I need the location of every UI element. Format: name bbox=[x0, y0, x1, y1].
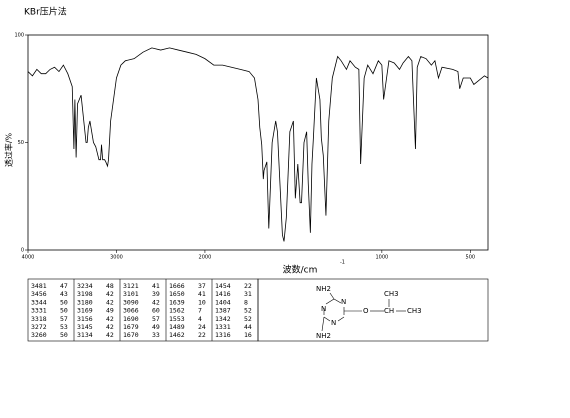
molecule-label: N bbox=[341, 298, 346, 306]
peak-table-cell: 60 bbox=[152, 307, 160, 315]
molecule-label: N bbox=[331, 319, 336, 327]
peak-table-cell: 1666 bbox=[169, 282, 185, 290]
peak-table-cell: 33 bbox=[152, 331, 160, 339]
peak-table-cell: 1454 bbox=[215, 282, 231, 290]
molecule-label: CH bbox=[384, 307, 394, 315]
peak-table-cell: 3090 bbox=[123, 298, 139, 306]
peak-table-cell: 41 bbox=[152, 282, 160, 290]
peak-table-cell: 48 bbox=[106, 282, 114, 290]
peak-table-cell: 49 bbox=[152, 323, 160, 331]
x-tick-label: 2000 bbox=[199, 255, 212, 261]
peak-table-cell: 1416 bbox=[215, 290, 231, 298]
peak-table-cell: 42 bbox=[106, 323, 114, 331]
peak-table-cell: 22 bbox=[198, 331, 206, 339]
peak-table-cell: 3145 bbox=[77, 323, 93, 331]
peak-table-cell: 52 bbox=[244, 315, 252, 323]
peak-table-cell: 57 bbox=[60, 315, 68, 323]
peak-table-cell: 42 bbox=[106, 298, 114, 306]
peak-table-cell: 1404 bbox=[215, 298, 231, 306]
peak-table-cell: 3198 bbox=[77, 290, 93, 298]
peak-table-cell: 53 bbox=[60, 323, 68, 331]
x-tick-label: 4000 bbox=[22, 255, 35, 261]
peak-table-cell: 1462 bbox=[169, 331, 185, 339]
table-lines bbox=[27, 278, 489, 342]
y-axis-label: 透过率/% bbox=[4, 132, 14, 167]
x-axis-label-exponent: -1 bbox=[340, 260, 345, 266]
peak-table-cell: 1670 bbox=[123, 331, 139, 339]
peak-table-cell: 3331 bbox=[31, 307, 47, 315]
peak-table-cell: 52 bbox=[244, 307, 252, 315]
peak-table-cell: 50 bbox=[60, 307, 68, 315]
peak-table-cell: 3456 bbox=[31, 290, 47, 298]
plot-frame bbox=[27, 34, 489, 251]
peak-table-cell: 3169 bbox=[77, 307, 93, 315]
peak-table-cell: 1690 bbox=[123, 315, 139, 323]
peak-table-cell: 42 bbox=[106, 290, 114, 298]
peak-table-cell: 3272 bbox=[31, 323, 47, 331]
x-tick-label: 3000 bbox=[110, 255, 123, 261]
peak-table-cell: 1679 bbox=[123, 323, 139, 331]
peak-table-cell: 1331 bbox=[215, 323, 231, 331]
peak-table-cell: 3481 bbox=[31, 282, 47, 290]
peak-table-cell: 1650 bbox=[169, 290, 185, 298]
peak-table-cell: 24 bbox=[198, 323, 206, 331]
y-tick-label: 50 bbox=[18, 140, 24, 146]
peak-table-cell: 3318 bbox=[31, 315, 47, 323]
molecule-label: CH3 bbox=[384, 290, 399, 298]
molecule-label: NH2 bbox=[316, 285, 331, 293]
peak-table-cell: 3066 bbox=[123, 307, 139, 315]
peak-table-cell: 3156 bbox=[77, 315, 93, 323]
peak-table-cell: 31 bbox=[244, 290, 252, 298]
x-tick-label: 1000 bbox=[375, 255, 388, 261]
peak-table-cell: 1316 bbox=[215, 331, 231, 339]
peak-table-cell: 4 bbox=[198, 315, 202, 323]
molecule-bonds bbox=[321, 292, 406, 332]
molecule-label: NH2 bbox=[316, 332, 331, 340]
peak-table-cell: 22 bbox=[244, 282, 252, 290]
peak-table-cell: 42 bbox=[106, 331, 114, 339]
peak-table-cell: 49 bbox=[106, 307, 114, 315]
molecule-label: O bbox=[363, 307, 369, 315]
peak-table-cell: 39 bbox=[152, 290, 160, 298]
chart-title: KBr压片法 bbox=[24, 6, 67, 18]
peak-table-cell: 1489 bbox=[169, 323, 185, 331]
peak-table-cell: 7 bbox=[198, 307, 202, 315]
y-tick-label: 100 bbox=[14, 33, 24, 39]
molecule-label: CH3 bbox=[407, 307, 422, 315]
peak-table-cell: 3101 bbox=[123, 290, 139, 298]
peak-table-cell: 8 bbox=[244, 298, 248, 306]
x-tick-label: 500 bbox=[466, 255, 476, 261]
peak-table-cell: 10 bbox=[198, 298, 206, 306]
peak-table-cell: 43 bbox=[60, 290, 68, 298]
peak-table-cell: 1553 bbox=[169, 315, 185, 323]
peak-table-cell: 3260 bbox=[31, 331, 47, 339]
molecule-label: N bbox=[321, 305, 326, 313]
peak-table-cell: 3134 bbox=[77, 331, 93, 339]
peak-table-cell: 41 bbox=[198, 290, 206, 298]
peak-table-cell: 16 bbox=[244, 331, 252, 339]
peak-table-cell: 1562 bbox=[169, 307, 185, 315]
peak-table-cell: 50 bbox=[60, 298, 68, 306]
peak-table-cell: 50 bbox=[60, 331, 68, 339]
peak-table-cell: 47 bbox=[60, 282, 68, 290]
x-axis-label: 波数/cm bbox=[283, 264, 318, 276]
spectrum-line bbox=[27, 47, 489, 242]
peak-table-cell: 37 bbox=[198, 282, 206, 290]
peak-table-cell: 3234 bbox=[77, 282, 93, 290]
peak-table-cell: 3344 bbox=[31, 298, 47, 306]
peak-table-cell: 1342 bbox=[215, 315, 231, 323]
peak-table-cell: 57 bbox=[152, 315, 160, 323]
peak-table-cell: 42 bbox=[152, 298, 160, 306]
peak-table-cell: 3180 bbox=[77, 298, 93, 306]
peak-table-cell: 44 bbox=[244, 323, 252, 331]
peak-table-cell: 3121 bbox=[123, 282, 139, 290]
y-tick-label: 0 bbox=[21, 248, 24, 254]
peak-table-cell: 1387 bbox=[215, 307, 231, 315]
peak-table-cell: 42 bbox=[106, 315, 114, 323]
peak-table-cell: 1639 bbox=[169, 298, 185, 306]
